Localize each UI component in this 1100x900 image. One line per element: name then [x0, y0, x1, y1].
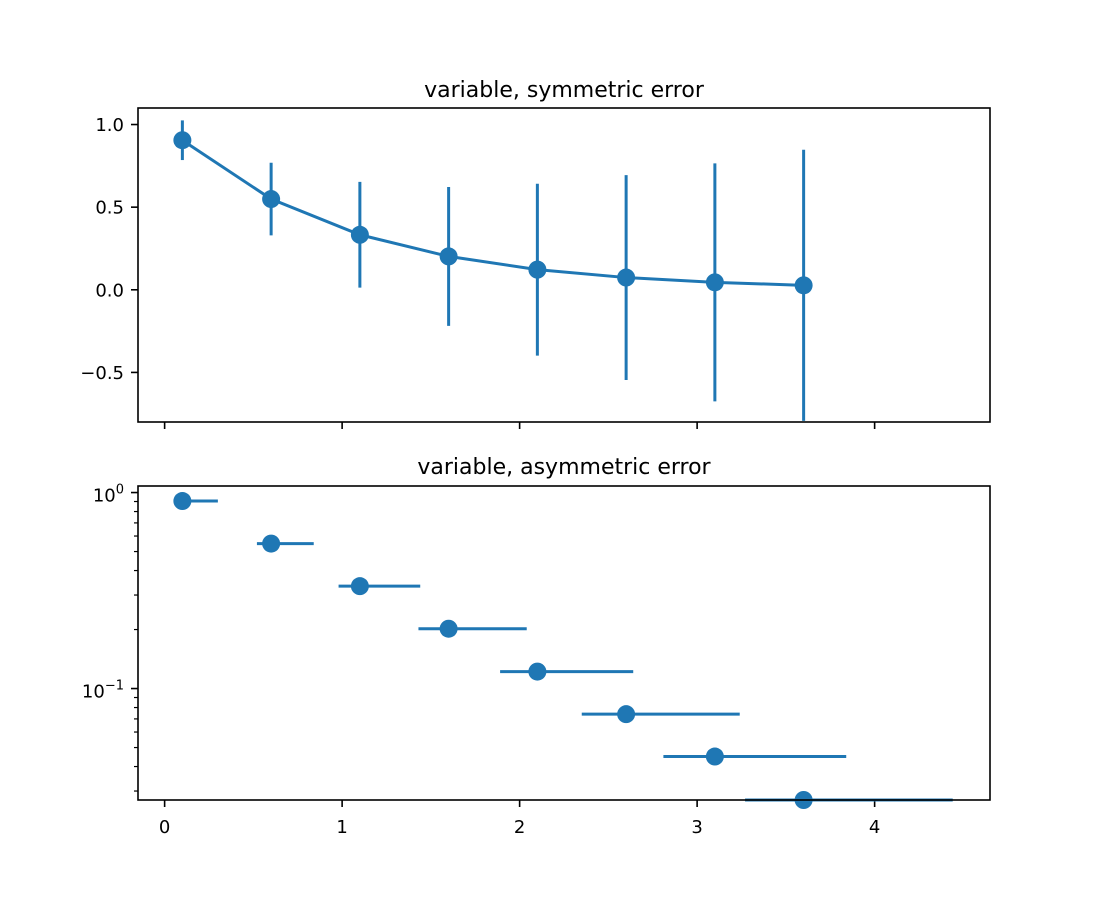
x-tick-label-bottom: 0 [159, 817, 170, 838]
data-point [528, 260, 547, 279]
x-tick-label-bottom: 4 [869, 817, 880, 838]
data-point [705, 747, 724, 766]
data-point [439, 619, 458, 638]
axes-symmetric-error: variable, symmetric error 1.0 0.5 0.0 −0.5 [80, 78, 991, 429]
data-point [439, 247, 458, 266]
chart-title-asymmetric: variable, asymmetric error [417, 455, 711, 480]
axes-frame-top [137, 107, 991, 423]
x-tick-label-bottom: 3 [691, 817, 702, 838]
tick-group-top: 1.0 0.5 0.0 −0.5 [80, 115, 876, 429]
data-point [262, 534, 281, 553]
data-point [705, 273, 724, 292]
data-point [350, 225, 369, 244]
series-line [181, 138, 804, 287]
x-tick-label-bottom: 1 [336, 817, 347, 838]
data-point [794, 276, 813, 295]
y-tick-label-top: 1.0 [95, 115, 124, 136]
axes-frame-bottom [137, 485, 991, 801]
data-point [173, 492, 192, 511]
data-point [617, 268, 636, 287]
chart-title-symmetric: variable, symmetric error [424, 78, 705, 103]
y-tick-exponent: −1 [105, 679, 124, 694]
data-point [528, 662, 547, 681]
data-point [350, 577, 369, 596]
y-tick-label-top: −0.5 [80, 363, 124, 384]
x-tick-label-bottom: 2 [514, 817, 525, 838]
data-point [173, 131, 192, 150]
data-point [617, 705, 636, 724]
y-tick-label-top: 0.0 [95, 280, 124, 301]
y-tick-exponent: 0 [116, 483, 124, 498]
data-series-symmetric [173, 120, 813, 421]
data-point [262, 190, 281, 209]
y-tick-label-top: 0.5 [95, 198, 124, 219]
